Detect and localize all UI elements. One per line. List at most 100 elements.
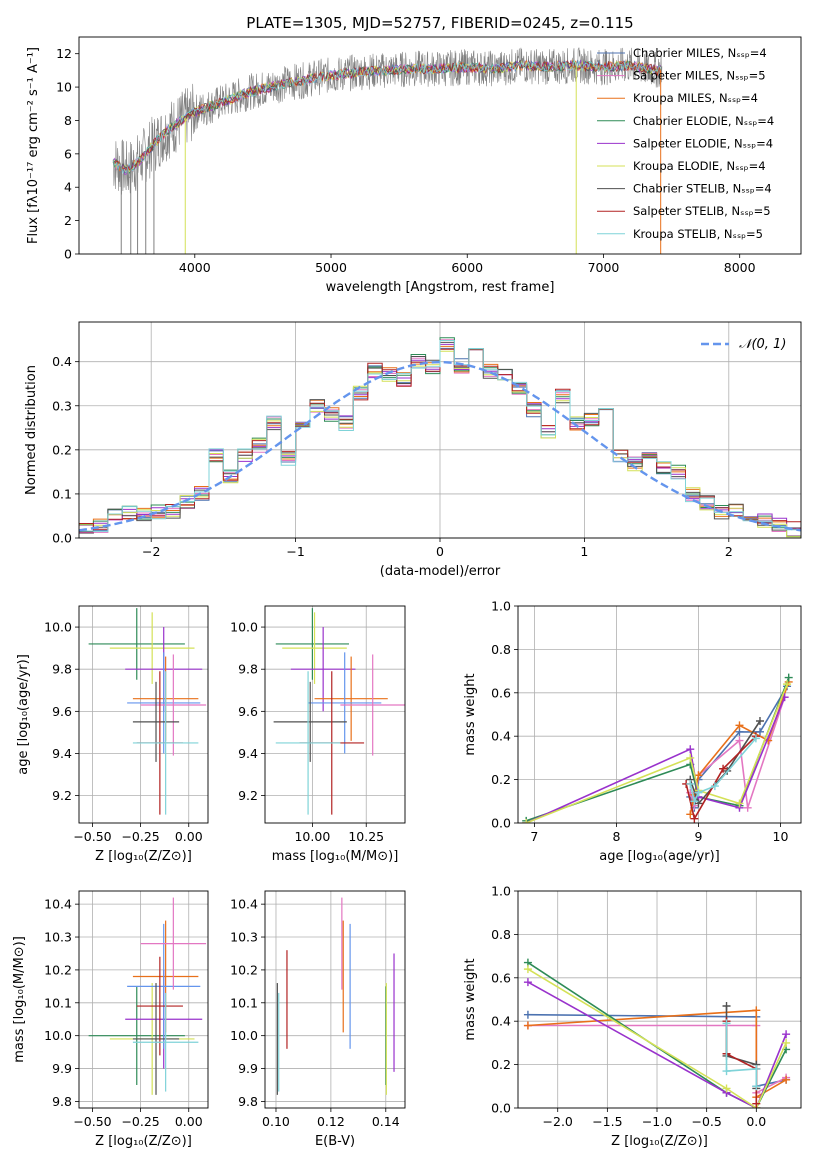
weight-marker: [752, 1099, 761, 1108]
weight-marker: [722, 1002, 731, 1011]
weight-marker: [694, 799, 703, 808]
weight-line-5: [525, 696, 786, 823]
weight-marker: [719, 764, 728, 773]
y-axis-label: Normed distribution: [24, 365, 39, 495]
x-axis-label: (data-model)/error: [380, 564, 501, 579]
legend-gaussian-label: 𝒩(0, 1): [739, 337, 786, 352]
panel-age-vs-mass: 10.00 10.25 9.2 9.4 9.6 9.8 10.0 mass [log₁₀(M/…: [230, 605, 406, 864]
weight-marker: [782, 1030, 791, 1039]
y-tick-label: 9.2: [52, 788, 72, 803]
axes-frame: [78, 36, 802, 255]
y-tick-label: 0.8: [491, 927, 511, 942]
legend-label-4: Chabrier ELODIE, Nₛₛₚ=4: [633, 114, 774, 128]
weight-marker: [743, 803, 752, 812]
y-tick-label: 9.4: [238, 746, 258, 761]
y-tick-label: 9.2: [238, 788, 258, 803]
x-tick-label: 0.00: [175, 1114, 203, 1129]
x-tick-label: −0.25: [121, 829, 159, 844]
weight-marker: [752, 1064, 761, 1073]
x-tick-label: 8: [612, 829, 620, 844]
weight-marker: [690, 797, 699, 806]
axes-frame: [517, 605, 802, 824]
plot-area: [276, 897, 395, 1095]
x-axis-label: Z [log₁₀(Z/Z⊙)]: [95, 849, 192, 864]
x-tick-label: 10: [773, 829, 789, 844]
x-tick-label: −2.0: [543, 1114, 573, 1129]
y-tick-label: 9.9: [52, 1061, 72, 1076]
y-tick-label: 0.0: [52, 531, 72, 546]
y-tick-label: 10.0: [230, 620, 258, 635]
x-axis-label: mass [log₁₀(M/M⊙)]: [272, 849, 399, 864]
axes-frame: [78, 321, 802, 539]
weight-marker: [722, 1019, 731, 1028]
plot-area: [522, 673, 793, 823]
plot-area: [79, 337, 801, 538]
x-axis-label: E(B-V): [315, 1134, 355, 1149]
weight-marker: [523, 1021, 532, 1030]
x-tick-label: −1.0: [642, 1114, 672, 1129]
y-tick-label: 0.6: [491, 970, 511, 985]
y-axis-label: mass weight: [463, 673, 478, 755]
x-tick-label: 6000: [451, 260, 483, 275]
y-tick-label: 2: [64, 213, 72, 228]
y-tick-label: 0.0: [491, 816, 511, 831]
weight-line-6: [525, 683, 788, 823]
y-tick-label: 0.4: [491, 729, 511, 744]
legend-label-2: Salpeter MILES, Nₛₛₚ=5: [633, 69, 766, 83]
y-tick-label: 0.6: [491, 685, 511, 700]
weight-marker: [710, 782, 719, 791]
weight-marker: [735, 799, 744, 808]
x-tick-label: −0.50: [73, 829, 111, 844]
x-tick-label: −0.5: [691, 1114, 721, 1129]
y-tick-label: 0.8: [491, 642, 511, 657]
weight-marker: [751, 734, 760, 743]
weight-marker: [755, 727, 764, 736]
x-tick-label: 0.10: [262, 1114, 290, 1129]
x-tick-label: 0.12: [317, 1114, 345, 1129]
weight-marker: [755, 717, 764, 726]
gaussian-curve: [79, 360, 801, 532]
x-tick-label: 10.00: [294, 829, 330, 844]
x-tick-label: 9: [694, 829, 702, 844]
model-line-9: [112, 59, 662, 175]
y-tick-label: 9.8: [238, 1094, 258, 1109]
x-tick-label: 8000: [724, 260, 756, 275]
y-tick-label: 1.0: [491, 599, 511, 614]
axes-frame: [517, 890, 802, 1109]
y-tick-label: 0.2: [491, 772, 511, 787]
y-tick-label: 0.4: [52, 354, 72, 369]
y-tick-label: 1.0: [491, 884, 511, 899]
y-tick-label: 0.4: [491, 1014, 511, 1029]
weight-marker: [784, 673, 793, 682]
x-axis-label: Z [log₁₀(Z/Z⊙)]: [95, 1134, 192, 1149]
y-tick-label: 0: [64, 247, 72, 262]
y-axis-label: mass [log₁₀(M/M⊙)]: [12, 936, 27, 1063]
y-tick-label: 10.4: [230, 897, 258, 912]
panel-mass-vs-Z: −0.50 −0.25 0.00 9.8 9.9 10.0 10.1 10.2 10.3 10.4…: [12, 890, 209, 1149]
weight-line-3: [527, 1009, 787, 1099]
y-tick-label: 10.3: [44, 930, 72, 945]
x-axis-label: wavelength [Angstrom, rest frame]: [326, 280, 555, 295]
weight-line-7: [725, 1006, 758, 1089]
weight-marker: [722, 1067, 731, 1076]
y-tick-label: 10.2: [230, 962, 258, 977]
x-tick-label: −2: [142, 544, 160, 559]
weight-marker: [686, 779, 695, 788]
x-tick-label: 0: [436, 544, 444, 559]
weight-marker: [690, 814, 699, 823]
weight-line-3: [689, 681, 790, 815]
x-tick-label: 7: [530, 829, 538, 844]
legend-label-8: Salpeter STELIB, Nₛₛₚ=5: [633, 204, 771, 218]
y-tick-label: 9.8: [52, 1094, 72, 1109]
y-tick-label: 9.8: [238, 662, 258, 677]
y-tick-label: 9.8: [52, 662, 72, 677]
x-tick-label: 0.14: [372, 1114, 400, 1129]
panel-spectrum: 4000 5000 6000 7000 8000 0 2 4 6 8 10 12 wavelength …: [26, 36, 802, 295]
weight-marker: [523, 965, 532, 974]
weight-marker: [783, 680, 792, 689]
x-tick-label: −1.5: [592, 1114, 622, 1129]
x-tick-label: 5000: [315, 260, 347, 275]
legend-label-7: Chabrier STELIB, Nₛₛₚ=4: [633, 182, 772, 196]
y-tick-label: 10.0: [44, 1028, 72, 1043]
